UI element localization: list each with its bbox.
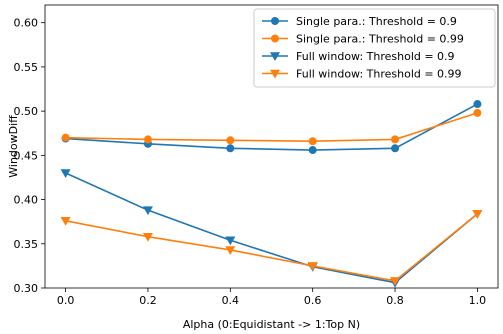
- plot-frame: [44, 4, 499, 289]
- legend-entry: Single para.: Threshold = 0.99: [262, 33, 464, 46]
- data-point: [143, 135, 152, 144]
- series-line: [65, 112, 478, 142]
- series-line: [65, 103, 478, 151]
- data-point: [225, 246, 236, 255]
- x-tick-label: 0.8: [386, 294, 404, 307]
- data-point: [226, 136, 235, 145]
- data-point: [60, 217, 71, 226]
- data-point: [308, 137, 317, 146]
- y-tick-label: 0.55: [14, 61, 39, 74]
- y-tick-label: 0.50: [14, 105, 39, 118]
- x-tick-label: 0.0: [57, 294, 75, 307]
- series-1: [61, 108, 482, 146]
- series-0: [61, 100, 482, 155]
- x-tick-label: 0.2: [139, 294, 157, 307]
- y-axis-label: WindowDiff: [7, 115, 20, 178]
- y-tick-label: 0.35: [14, 238, 39, 251]
- series-line: [65, 213, 478, 282]
- data-point: [225, 236, 236, 246]
- x-tick-label: 1.0: [469, 294, 487, 307]
- legend-marker: [270, 69, 280, 79]
- data-point: [142, 206, 153, 216]
- y-tick-label: 0.30: [14, 282, 39, 295]
- data-point: [391, 135, 400, 144]
- legend-label: Full window: Threshold = 0.99: [296, 68, 462, 81]
- legend-label: Single para.: Threshold = 0.9: [296, 15, 457, 28]
- data-point: [473, 100, 482, 109]
- data-point: [60, 169, 71, 179]
- data-point: [473, 108, 482, 117]
- series-2: [60, 169, 483, 288]
- legend: Single para.: Threshold = 0.9 Single para…: [253, 8, 496, 88]
- series-line: [65, 172, 478, 284]
- legend-marker: [270, 52, 280, 61]
- data-point: [391, 144, 400, 153]
- legend-label: Single para.: Threshold = 0.99: [296, 33, 464, 46]
- legend-marker: [271, 34, 279, 43]
- legend-marker: [271, 17, 279, 25]
- axes-layer: 0.0 0.2 0.4 0.6 0.8 1.0 0.30 0.35 0.40 0.45 0.50 0.…: [14, 4, 499, 307]
- legend-entry: Full window: Threshold = 0.9: [262, 50, 455, 63]
- data-point: [61, 133, 70, 142]
- legend-label: Full window: Threshold = 0.9: [296, 50, 455, 63]
- data-point: [226, 144, 235, 153]
- y-tick-label: 0.45: [14, 149, 39, 162]
- legend-frame: [253, 8, 496, 88]
- data-point: [472, 209, 483, 219]
- x-axis-label: Alpha (0:Equidistant -> 1:Top N): [183, 318, 360, 331]
- y-tick-label: 0.40: [14, 194, 39, 207]
- data-point: [142, 232, 153, 242]
- series-3: [60, 209, 483, 286]
- x-tick-label: 0.4: [222, 294, 240, 307]
- data-point: [307, 262, 318, 271]
- legend-entry: Single para.: Threshold = 0.9: [262, 15, 457, 28]
- series-layer: [60, 100, 483, 288]
- legend-entry: Full window: Threshold = 0.99: [262, 68, 462, 81]
- data-point: [308, 146, 317, 155]
- y-tick-label: 0.60: [14, 17, 39, 30]
- data-point: [390, 277, 401, 286]
- x-tick-label: 0.6: [304, 294, 322, 307]
